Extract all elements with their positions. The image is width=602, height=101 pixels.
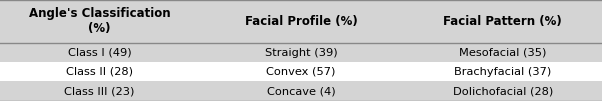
Text: Facial Profile (%): Facial Profile (%)	[244, 15, 358, 28]
Text: Facial Pattern (%): Facial Pattern (%)	[443, 15, 562, 28]
Text: Dolichofacial (28): Dolichofacial (28)	[453, 86, 553, 96]
Text: Convex (57): Convex (57)	[266, 67, 336, 77]
Text: Brachyfacial (37): Brachyfacial (37)	[454, 67, 551, 77]
Text: Concave (4): Concave (4)	[267, 86, 335, 96]
Text: Class III (23): Class III (23)	[64, 86, 134, 96]
Text: Class I (49): Class I (49)	[67, 47, 131, 58]
Text: Straight (39): Straight (39)	[265, 47, 337, 58]
Bar	[0, 62, 602, 81]
Text: Mesofacial (35): Mesofacial (35)	[459, 47, 547, 58]
Bar	[0, 43, 602, 62]
Text: Class II (28): Class II (28)	[66, 67, 133, 77]
Text: Angle's Classification
(%): Angle's Classification (%)	[28, 7, 170, 35]
Bar	[0, 0, 602, 43]
Bar	[0, 81, 602, 101]
